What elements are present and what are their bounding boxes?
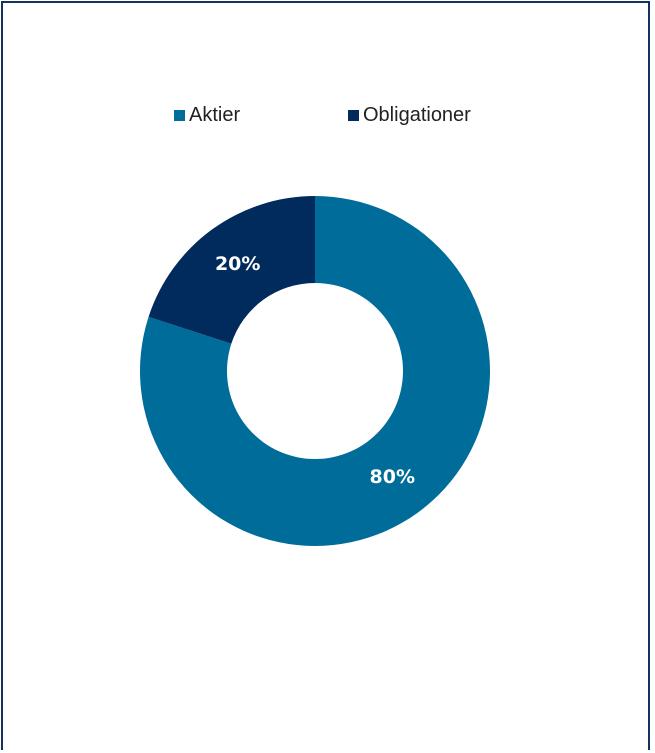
legend-swatch-aktier <box>174 109 185 121</box>
doughnut-slices <box>140 196 490 546</box>
doughnut-data-labels: 80% 20% <box>215 253 415 488</box>
data-label-obligationer: 20% <box>215 253 260 275</box>
slice-obligationer <box>148 196 315 344</box>
data-label-aktier: 80% <box>370 466 415 488</box>
legend-label-aktier: Aktier <box>189 103 241 126</box>
legend-item-obligationer: Obligationer <box>348 103 471 127</box>
legend-item-aktier: Aktier <box>174 103 240 127</box>
legend-label-obligationer: Obligationer <box>363 103 471 126</box>
slice-aktier <box>140 196 490 546</box>
chart-legend: Aktier Obligationer <box>0 103 655 127</box>
legend-swatch-obligationer <box>348 109 359 121</box>
